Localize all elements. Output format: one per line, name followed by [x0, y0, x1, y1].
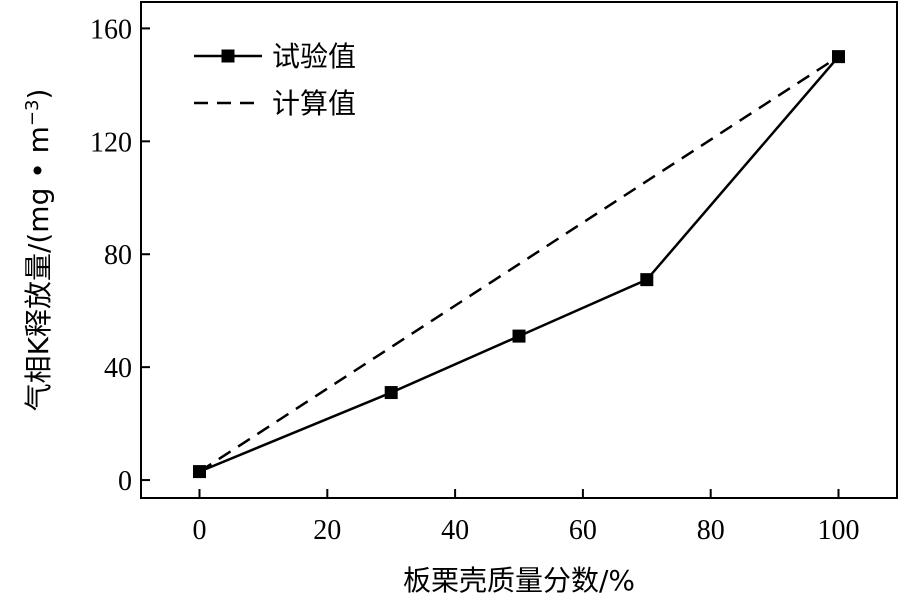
x-tick-label: 80: [697, 515, 725, 546]
y-tick-label: 160: [90, 14, 132, 45]
x-tick-label: 20: [313, 515, 341, 546]
legend-label-experimental: 试验值: [272, 40, 356, 73]
y-tick-label: 40: [104, 353, 132, 384]
data-point-experimental: [640, 273, 654, 287]
y-axis-title-close: ): [22, 89, 55, 100]
x-tick-label: 100: [817, 515, 859, 546]
legend-label-calculated: 计算值: [272, 87, 356, 120]
plot-frame: [140, 1, 898, 499]
x-axis-title: 板栗壳质量分数/%: [403, 564, 635, 597]
data-point-experimental: [193, 465, 207, 479]
y-axis-ticks: 0 40 80 120 160: [90, 14, 150, 497]
data-point-experimental: [384, 386, 398, 400]
series-layer: [193, 50, 845, 479]
y-tick-label: 120: [90, 127, 132, 158]
x-tick-label: 0: [193, 515, 207, 546]
series-line-calculated: [198, 55, 840, 473]
x-tick-label: 40: [441, 515, 469, 546]
x-axis-ticks: 0 20 40 60 80 100: [193, 489, 859, 546]
y-tick-label: 0: [118, 466, 132, 497]
y-axis-title-superscript: −3: [22, 100, 43, 127]
legend-marker-experimental: [221, 49, 235, 63]
x-tick-label: 60: [569, 515, 597, 546]
y-axis-title: 气相K释放量/(mg • m−3): [22, 89, 56, 412]
data-point-experimental: [512, 329, 526, 343]
data-point-experimental: [831, 50, 845, 64]
y-tick-label: 80: [104, 240, 132, 271]
y-axis-title-main: 气相K释放量/(mg • m: [22, 126, 55, 411]
